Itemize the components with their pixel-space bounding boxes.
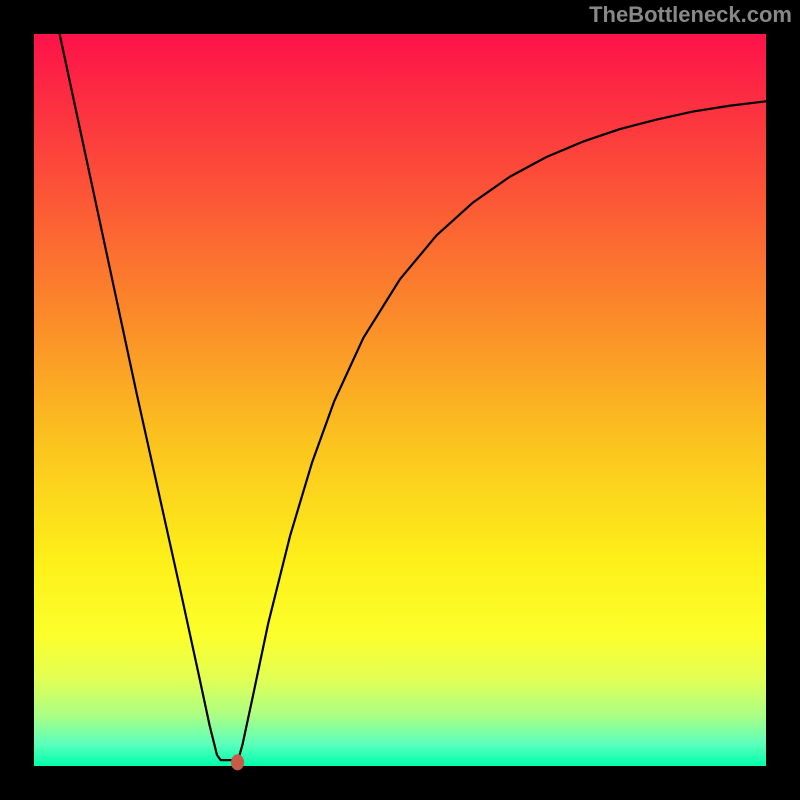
- optimal-point-marker: [231, 754, 244, 770]
- chart-svg: [0, 0, 800, 800]
- bottleneck-chart: TheBottleneck.com: [0, 0, 800, 800]
- watermark-text: TheBottleneck.com: [589, 2, 792, 28]
- plot-background: [34, 34, 766, 766]
